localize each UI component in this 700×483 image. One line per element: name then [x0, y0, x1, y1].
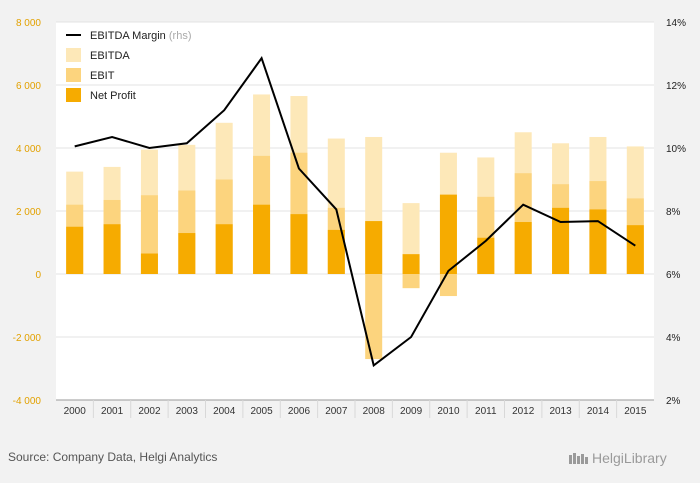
bar-net-profit: [290, 214, 308, 274]
y-right-tick-label: 6%: [666, 270, 681, 281]
x-tick-label: 2004: [213, 406, 236, 417]
bar-net-profit: [477, 237, 495, 274]
bar-net-profit: [514, 222, 532, 274]
legend: EBITDA Margin (rhs) EBITDA EBIT Net Profit: [66, 30, 191, 102]
bar-net-profit: [552, 207, 570, 274]
legend-swatch-box: [66, 88, 81, 102]
logo-text: HelgiLibrary: [592, 450, 667, 466]
bar-net-profit: [140, 253, 158, 274]
bar-net-profit: [439, 194, 457, 274]
y-left-tick-label: 0: [35, 270, 41, 281]
source-note: Source: Company Data, Helgi Analytics: [8, 450, 218, 464]
axes: -4 000 -2 000 0 2 000 4 000 6 000 8 000 2% 4% 6% 8…: [13, 18, 686, 418]
x-tick-label: 2005: [250, 406, 273, 417]
x-tick-label: 2011: [475, 406, 497, 417]
x-tick-label: 2007: [325, 406, 348, 417]
y-left-tick-label: -4 000: [13, 396, 42, 407]
y-left-tick-label: 4 000: [16, 144, 41, 155]
x-tick-label: 2000: [64, 406, 87, 417]
bar-net-profit: [365, 221, 383, 274]
x-tick-label: 2010: [437, 406, 460, 417]
y-left-tick-label: 6 000: [16, 81, 41, 92]
y-right-tick-label: 12%: [666, 81, 686, 92]
x-tick-label: 2008: [363, 406, 386, 417]
bar-net-profit: [253, 204, 271, 274]
legend-label: EBITDA Margin (rhs): [90, 30, 191, 42]
legend-swatch-box: [66, 48, 81, 62]
bars: [66, 94, 644, 360]
bar-net-profit: [589, 209, 607, 274]
bar-net-profit: [103, 224, 121, 274]
y-left-tick-label: -2 000: [13, 333, 42, 344]
x-tick-label: 2006: [288, 406, 311, 417]
bar-ebit: [402, 274, 420, 289]
bar-ebit: [439, 274, 457, 297]
y-right-tick-label: 10%: [666, 144, 686, 155]
y-right-tick-label: 8%: [666, 207, 681, 218]
bar-net-profit: [178, 233, 196, 274]
x-tick-label: 2014: [587, 406, 610, 417]
bar-net-profit: [626, 225, 644, 274]
y-right-tick-label: 4%: [666, 333, 681, 344]
y-left-tick-label: 8 000: [16, 18, 41, 29]
legend-label-suffix: (rhs): [166, 30, 192, 42]
y-right-tick-label: 2%: [666, 396, 681, 407]
bar-net-profit: [66, 226, 84, 274]
y-right-tick-label: 14%: [666, 18, 686, 29]
x-tick-label: 2009: [400, 406, 423, 417]
x-tick-label: 2013: [549, 406, 572, 417]
line-ebitda-margin: [74, 56, 636, 368]
bar-ebit: [365, 274, 383, 360]
legend-label: EBIT: [90, 70, 115, 82]
legend-label: EBITDA: [90, 50, 130, 62]
margin-line-layer: [74, 56, 636, 368]
brand-logo: HelgiLibrary: [568, 450, 667, 466]
bar-net-profit: [402, 254, 420, 274]
bar-net-profit: [215, 224, 233, 274]
library-icon: [569, 453, 588, 464]
bar-net-profit: [327, 229, 345, 274]
x-tick-label: 2001: [101, 406, 124, 417]
legend-swatch-box: [66, 68, 81, 82]
x-tick-label: 2015: [624, 406, 647, 417]
legend-label: Net Profit: [90, 90, 136, 102]
x-tick-label: 2002: [138, 406, 161, 417]
x-tick-label: 2012: [512, 406, 535, 417]
x-tick-label: 2003: [176, 406, 199, 417]
y-left-tick-label: 2 000: [16, 207, 41, 218]
